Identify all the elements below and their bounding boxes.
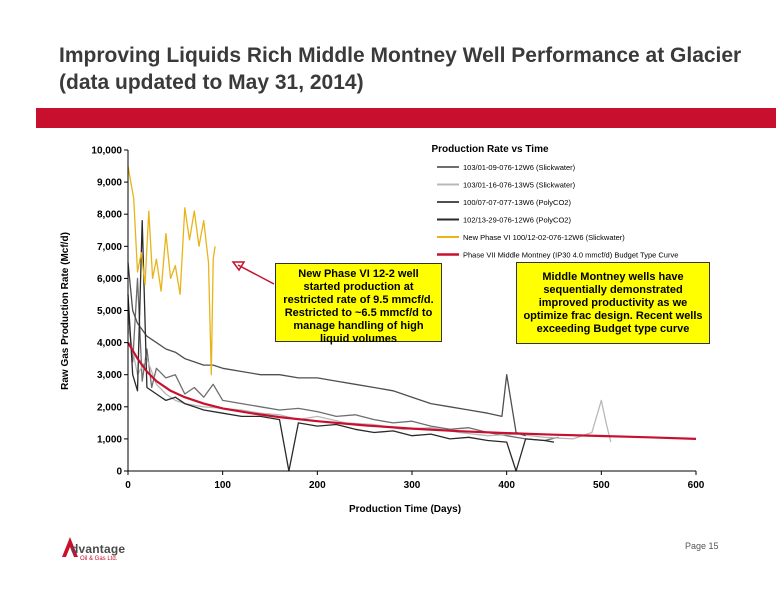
x-tick-label: 400 [498,480,515,491]
y-tick-label: 10,000 [91,146,122,157]
legend-label-4: 102/13-29-076-12W6 (PolyCO2) [463,216,571,225]
legend-label-1: 103/01-09-076-12W6 (Slickwater) [463,163,576,172]
title-line-1: Improving Liquids Rich Middle Montney We… [59,44,742,67]
y-tick-label: 5,000 [97,306,122,317]
y-tick-label: 3,000 [97,370,122,381]
series-line-3 [127,262,526,437]
axes: 0 1,000 2,000 3,000 4,000 5,000 6,000 7,000 8,00… [91,146,704,492]
y-tick-label: 0 [116,467,122,478]
y-tick-label: 9,000 [97,178,122,189]
series-line-5 [127,165,216,376]
logo-name: dvantage [71,542,126,556]
slide-title: Improving Liquids Rich Middle Montney We… [59,42,759,96]
legend-label-6: Phase VII Middle Montney (IP30 4.0 mmcf/… [463,251,678,260]
x-tick-label: 200 [309,480,326,491]
series-line-4 [127,219,555,472]
y-axis-label: Raw Gas Production Rate (Mcf/d) [60,232,71,390]
legend-label-3: 100/07-07-077-13W6 (PolyCO2) [463,198,571,207]
title-line-2: (data updated to May 31, 2014) [59,71,364,94]
y-tick-label: 4,000 [97,338,122,349]
y-tick-label: 1,000 [97,434,122,445]
x-tick-label: 100 [214,480,231,491]
legend: 103/01-09-076-12W6 (Slickwater) 103/01-16… [437,163,678,260]
series-line-6 [127,342,697,440]
page-number: Page 15 [685,541,719,551]
advantage-logo-icon [62,537,78,557]
header-accent-bar [36,108,776,128]
callout-arrow-icon [231,261,275,285]
y-tick-label: 6,000 [97,274,122,285]
callout-phase-vi: New Phase VI 12-2 well started productio… [275,263,442,345]
series-line-2 [127,326,612,443]
y-tick-label: 2,000 [97,402,122,413]
legend-label-2: 103/01-16-076-13W5 (Slickwater) [463,181,576,190]
y-tick-label: 8,000 [97,210,122,221]
logo-subtitle: Oil & Gas Ltd. [80,556,118,562]
chart-title: Production Rate vs Time [431,144,549,155]
x-axis-label: Production Time (Days) [349,504,461,515]
x-tick-label: 500 [593,480,610,491]
callout-middle-montney: Middle Montney wells have sequentially d… [516,262,710,344]
x-tick-label: 600 [688,480,705,491]
plot-area [127,165,697,472]
x-tick-label: 0 [125,480,131,491]
y-tick-label: 7,000 [97,242,122,253]
series-line-1 [127,277,559,442]
x-tick-label: 300 [404,480,421,491]
legend-label-5: New Phase VI 100/12-02-076-12W6 (Slickwa… [463,233,625,242]
